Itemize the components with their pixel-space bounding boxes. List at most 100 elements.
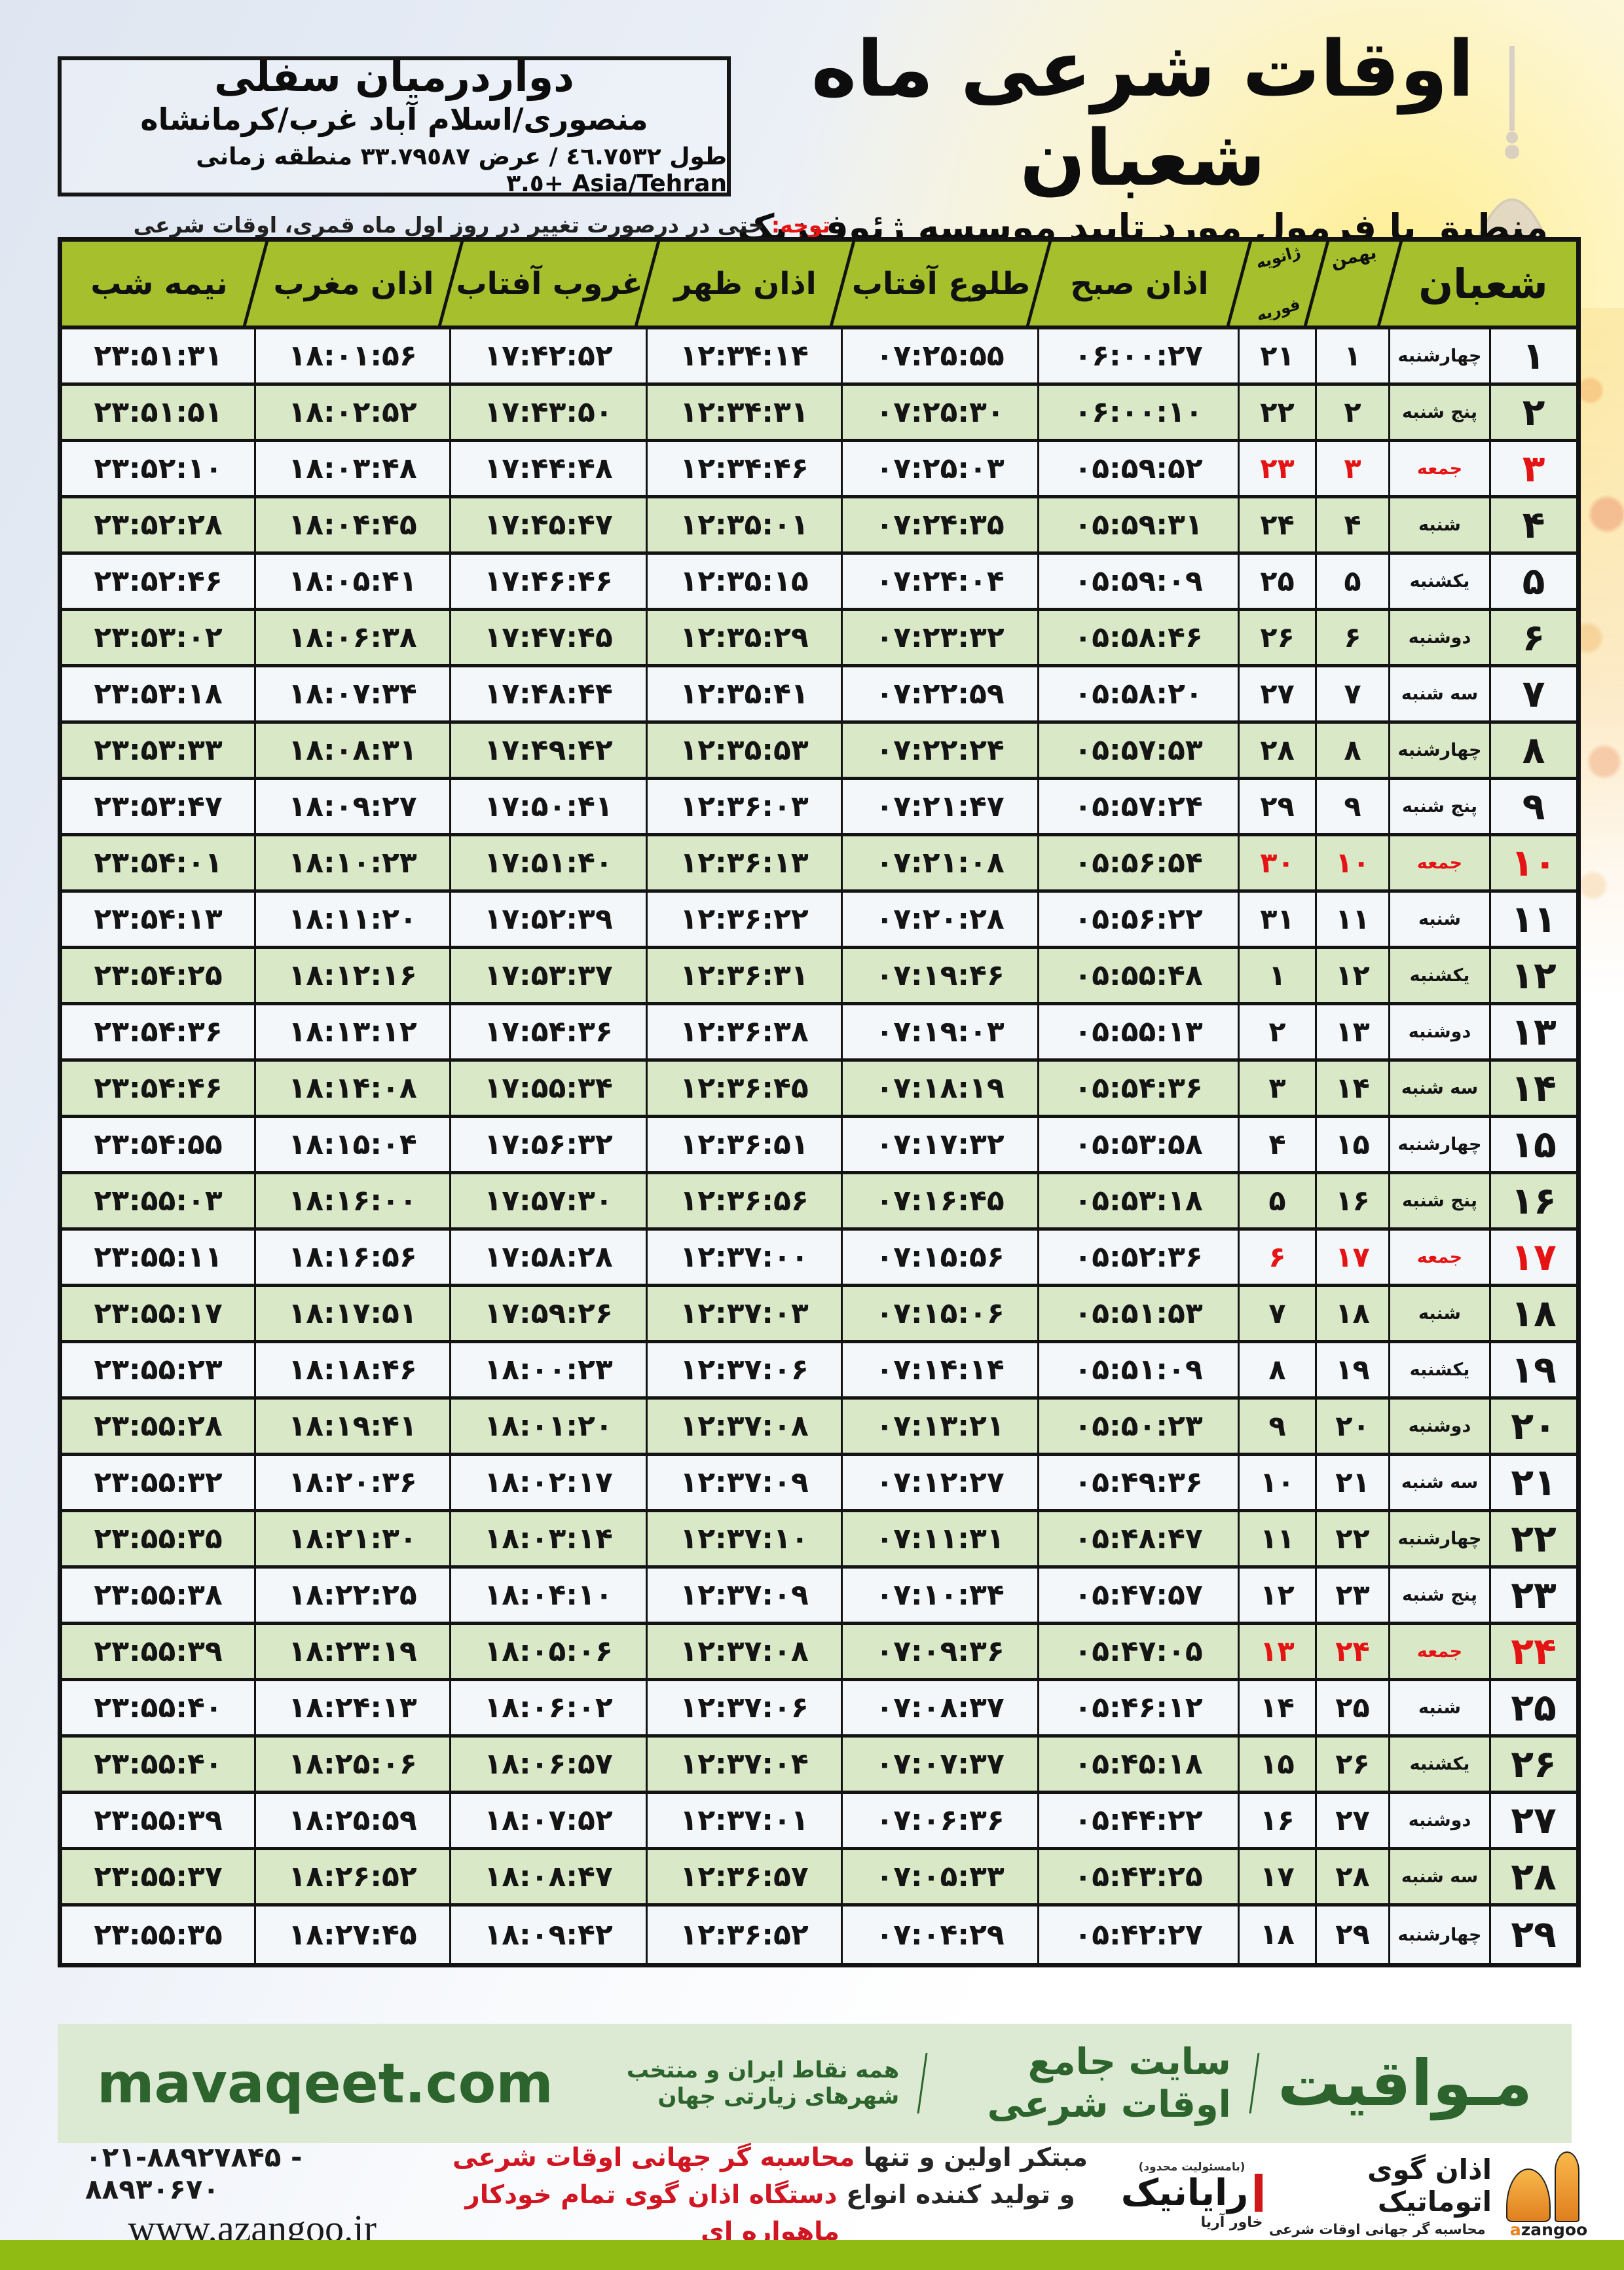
table-row: ۱۴ سه شنبه ۱۴ ۳ ۰۵:۵۴:۳۶ ۰۷:۱۸:۱۹ ۱۲:۳۶:… <box>62 1062 1576 1118</box>
phone-numbers: ۰۲۱-۸۸۹۲۷۸۴۵ - ۸۸۹۳۰۶۷۰ <box>85 2140 303 2205</box>
fajr-azan-time: ۰۵:۵۳:۱۸ <box>1039 1174 1240 1227</box>
fajr-azan-time: ۰۶:۰۰:۲۷ <box>1039 329 1240 382</box>
midnight-time: ۲۳:۵۵:۳۹ <box>62 1625 256 1678</box>
fajr-azan-time: ۰۵:۵۴:۳۶ <box>1039 1062 1240 1115</box>
table-row: ۹ پنج شنبه ۹ ۲۹ ۰۵:۵۷:۲۴ ۰۷:۲۱:۴۷ ۱۲:۳۶:… <box>62 780 1576 836</box>
weekday-name: سه شنبه <box>1390 1850 1491 1903</box>
table-row: ۲۷ دوشنبه ۲۷ ۱۶ ۰۵:۴۴:۲۲ ۰۷:۰۶:۳۶ ۱۲:۳۷:… <box>62 1794 1576 1850</box>
sunrise-time: ۰۷:۰۵:۳۳ <box>843 1850 1039 1903</box>
fajr-azan-time: ۰۵:۵۷:۲۴ <box>1039 780 1240 833</box>
weekday-name: شنبه <box>1390 498 1491 551</box>
midnight-time: ۲۳:۵۵:۳۷ <box>62 1850 256 1903</box>
maghrib-azan-time: ۱۸:۱۲:۱۶ <box>256 949 451 1002</box>
table-row: ۷ سه شنبه ۷ ۲۷ ۰۵:۵۸:۲۰ ۰۷:۲۲:۵۹ ۱۲:۳۵:۴… <box>62 667 1576 724</box>
header-sunset: غروب آفتاب <box>451 242 648 326</box>
location-name: دواردرمیان سفلی <box>214 53 574 102</box>
table-row: ۲۵ شنبه ۲۵ ۱۴ ۰۵:۴۶:۱۲ ۰۷:۰۸:۳۷ ۱۲:۳۷:۰۶… <box>62 1681 1576 1738</box>
mavaqeet-tagline: سایت جامع اوقات شرعی <box>987 2041 1231 2126</box>
gregorian-day-number: ۲۳ <box>1240 442 1317 495</box>
gregorian-day-number: ۱۸ <box>1240 1907 1317 1963</box>
sunrise-time: ۰۷:۰۷:۳۷ <box>843 1738 1039 1791</box>
maghrib-azan-time: ۱۸:۱۵:۰۴ <box>256 1118 451 1171</box>
maghrib-azan-time: ۱۸:۰۴:۴۵ <box>256 498 451 551</box>
table-row: ۲۰ دوشنبه ۲۰ ۹ ۰۵:۵۰:۲۳ ۰۷:۱۳:۲۱ ۱۲:۳۷:۰… <box>62 1400 1576 1456</box>
mavaqeet-footer-bar: مـواقیت سایت جامع اوقات شرعی همه نقاط ای… <box>58 2024 1572 2143</box>
shaban-day-number: ۸ <box>1522 728 1545 772</box>
contact-info: ۰۲۱-۸۸۹۲۷۸۴۵ - ۸۸۹۳۰۶۷۰ www.azangoo.ir <box>85 2141 419 2250</box>
sunrise-time: ۰۷:۱۹:۰۳ <box>843 1005 1039 1058</box>
footer-divider <box>917 2053 928 2113</box>
maghrib-azan-time: ۱۸:۲۴:۱۳ <box>256 1681 451 1734</box>
bahman-day-number: ۲۵ <box>1317 1681 1390 1734</box>
gregorian-day-number: ۲۷ <box>1240 667 1317 720</box>
sunset-time: ۱۷:۵۶:۳۲ <box>451 1118 648 1171</box>
bahman-day-number: ۱۳ <box>1317 1005 1390 1058</box>
sunset-time: ۱۸:۰۵:۰۶ <box>451 1625 648 1678</box>
weekday-name: سه شنبه <box>1390 667 1491 720</box>
shaban-day-number: ۱۱ <box>1511 897 1557 941</box>
fajr-azan-time: ۰۵:۵۸:۴۶ <box>1039 611 1240 664</box>
footer-divider <box>1249 2053 1260 2113</box>
notice-label: توجه: <box>771 212 830 238</box>
shaban-day-number: ۲۷ <box>1511 1798 1557 1842</box>
bahman-day-number: ۲۶ <box>1317 1738 1390 1791</box>
shaban-day-number: ۱۴ <box>1511 1066 1557 1110</box>
dhuhr-azan-time: ۱۲:۳۷:۰۶ <box>648 1681 843 1734</box>
gregorian-day-number: ۳۱ <box>1240 893 1317 946</box>
weekday-name: سه شنبه <box>1390 1062 1491 1115</box>
maghrib-azan-time: ۱۸:۰۸:۳۱ <box>256 724 451 777</box>
dhuhr-azan-time: ۱۲:۳۴:۱۴ <box>648 329 843 382</box>
midnight-time: ۲۳:۵۴:۴۶ <box>62 1062 256 1115</box>
table-row: ۸ چهارشنبه ۸ ۲۸ ۰۵:۵۷:۵۳ ۰۷:۲۲:۲۴ ۱۲:۳۵:… <box>62 724 1576 780</box>
fajr-azan-time: ۰۵:۵۳:۵۸ <box>1039 1118 1240 1171</box>
weekday-name: پنج شنبه <box>1390 1569 1491 1622</box>
gregorian-day-number: ۴ <box>1240 1118 1317 1171</box>
weekday-name: چهارشنبه <box>1390 1118 1491 1171</box>
sunset-time: ۱۸:۰۶:۵۷ <box>451 1738 648 1791</box>
shaban-day-number: ۲۱ <box>1511 1461 1557 1504</box>
sunset-time: ۱۷:۴۴:۴۸ <box>451 442 648 495</box>
table-row: ۲۸ سه شنبه ۲۸ ۱۷ ۰۵:۴۳:۲۵ ۰۷:۰۵:۳۳ ۱۲:۳۶… <box>62 1850 1576 1907</box>
rayanik-subname: خاور آریا <box>1200 2214 1263 2231</box>
maghrib-azan-time: ۱۸:۲۵:۵۹ <box>256 1794 451 1847</box>
bahman-day-number: ۱۱ <box>1317 893 1390 946</box>
maghrib-azan-time: ۱۸:۰۷:۳۴ <box>256 667 451 720</box>
weekday-name: چهارشنبه <box>1390 724 1491 777</box>
shaban-day-number: ۲۸ <box>1511 1855 1557 1899</box>
midnight-time: ۲۳:۵۵:۱۷ <box>62 1287 256 1340</box>
sunrise-time: ۰۷:۱۷:۳۲ <box>843 1118 1039 1171</box>
bahman-day-number: ۲۴ <box>1317 1625 1390 1678</box>
maghrib-azan-time: ۱۸:۲۵:۰۶ <box>256 1738 451 1791</box>
dhuhr-azan-time: ۱۲:۳۷:۰۴ <box>648 1738 843 1791</box>
gregorian-day-number: ۶ <box>1240 1231 1317 1284</box>
maghrib-azan-time: ۱۸:۲۲:۲۵ <box>256 1569 451 1622</box>
dhuhr-azan-time: ۱۲:۳۷:۱۰ <box>648 1512 843 1565</box>
header-midnight: نیمه شب <box>90 265 228 302</box>
bahman-day-number: ۱۵ <box>1317 1118 1390 1171</box>
sunrise-time: ۰۷:۰۹:۳۶ <box>843 1625 1039 1678</box>
maghrib-azan-time: ۱۸:۲۷:۴۵ <box>256 1907 451 1963</box>
header-maghrib-azan: اذان مغرب <box>256 242 451 326</box>
weekday-name: دوشنبه <box>1390 1794 1491 1847</box>
weekday-name: شنبه <box>1390 1287 1491 1340</box>
gregorian-day-number: ۲۶ <box>1240 611 1317 664</box>
sunrise-time: ۰۷:۲۰:۲۸ <box>843 893 1039 946</box>
gregorian-day-number: ۸ <box>1240 1343 1317 1396</box>
bahman-day-number: ۱۲ <box>1317 949 1390 1002</box>
azangoo-text-block: اذان گوی اتوماتیک محاسبه گر جهانی اوقات … <box>1263 2153 1492 2237</box>
weekday-name: سه شنبه <box>1390 1456 1491 1509</box>
mavaqeet-url: mavaqeet.com <box>96 2051 553 2115</box>
gregorian-day-number: ۲۸ <box>1240 724 1317 777</box>
gregorian-day-number: ۱۴ <box>1240 1681 1317 1734</box>
fajr-azan-time: ۰۵:۴۹:۳۶ <box>1039 1456 1240 1509</box>
fajr-azan-time: ۰۵:۵۸:۲۰ <box>1039 667 1240 720</box>
shaban-day-number: ۱۸ <box>1511 1292 1557 1335</box>
sunrise-time: ۰۷:۰۸:۳۷ <box>843 1681 1039 1734</box>
bahman-day-number: ۶ <box>1317 611 1390 664</box>
sunrise-time: ۰۷:۱۱:۳۱ <box>843 1512 1039 1565</box>
bahman-day-number: ۲۰ <box>1317 1400 1390 1453</box>
dhuhr-azan-time: ۱۲:۳۶:۵۶ <box>648 1174 843 1227</box>
company-description: مبتکر اولین و تنها محاسبه گر جهانی اوقات… <box>452 2143 1088 2247</box>
shaban-day-number: ۲ <box>1522 390 1545 434</box>
